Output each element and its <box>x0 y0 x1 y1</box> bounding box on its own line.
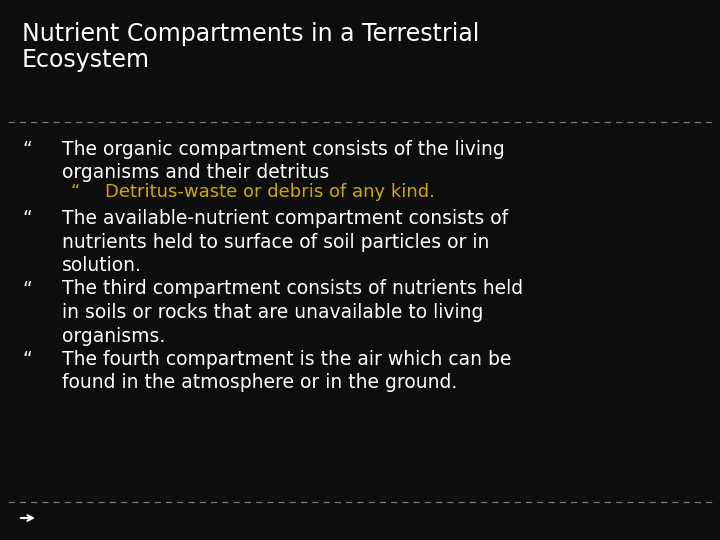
Text: Detritus-waste or debris of any kind.: Detritus-waste or debris of any kind. <box>105 183 435 201</box>
Text: The fourth compartment is the air which can be
found in the atmosphere or in the: The fourth compartment is the air which … <box>62 350 511 393</box>
Text: “: “ <box>22 140 32 159</box>
Text: The available-nutrient compartment consists of
nutrients held to surface of soil: The available-nutrient compartment consi… <box>62 209 508 275</box>
Text: Nutrient Compartments in a Terrestrial: Nutrient Compartments in a Terrestrial <box>22 22 480 46</box>
Text: “: “ <box>22 280 32 299</box>
Text: The organic compartment consists of the living
organisms and their detritus: The organic compartment consists of the … <box>62 140 505 183</box>
Text: “: “ <box>70 183 79 201</box>
Text: “: “ <box>22 350 32 369</box>
Text: The third compartment consists of nutrients held
in soils or rocks that are unav: The third compartment consists of nutrie… <box>62 280 523 346</box>
Text: “: “ <box>22 209 32 228</box>
Text: Ecosystem: Ecosystem <box>22 48 150 72</box>
